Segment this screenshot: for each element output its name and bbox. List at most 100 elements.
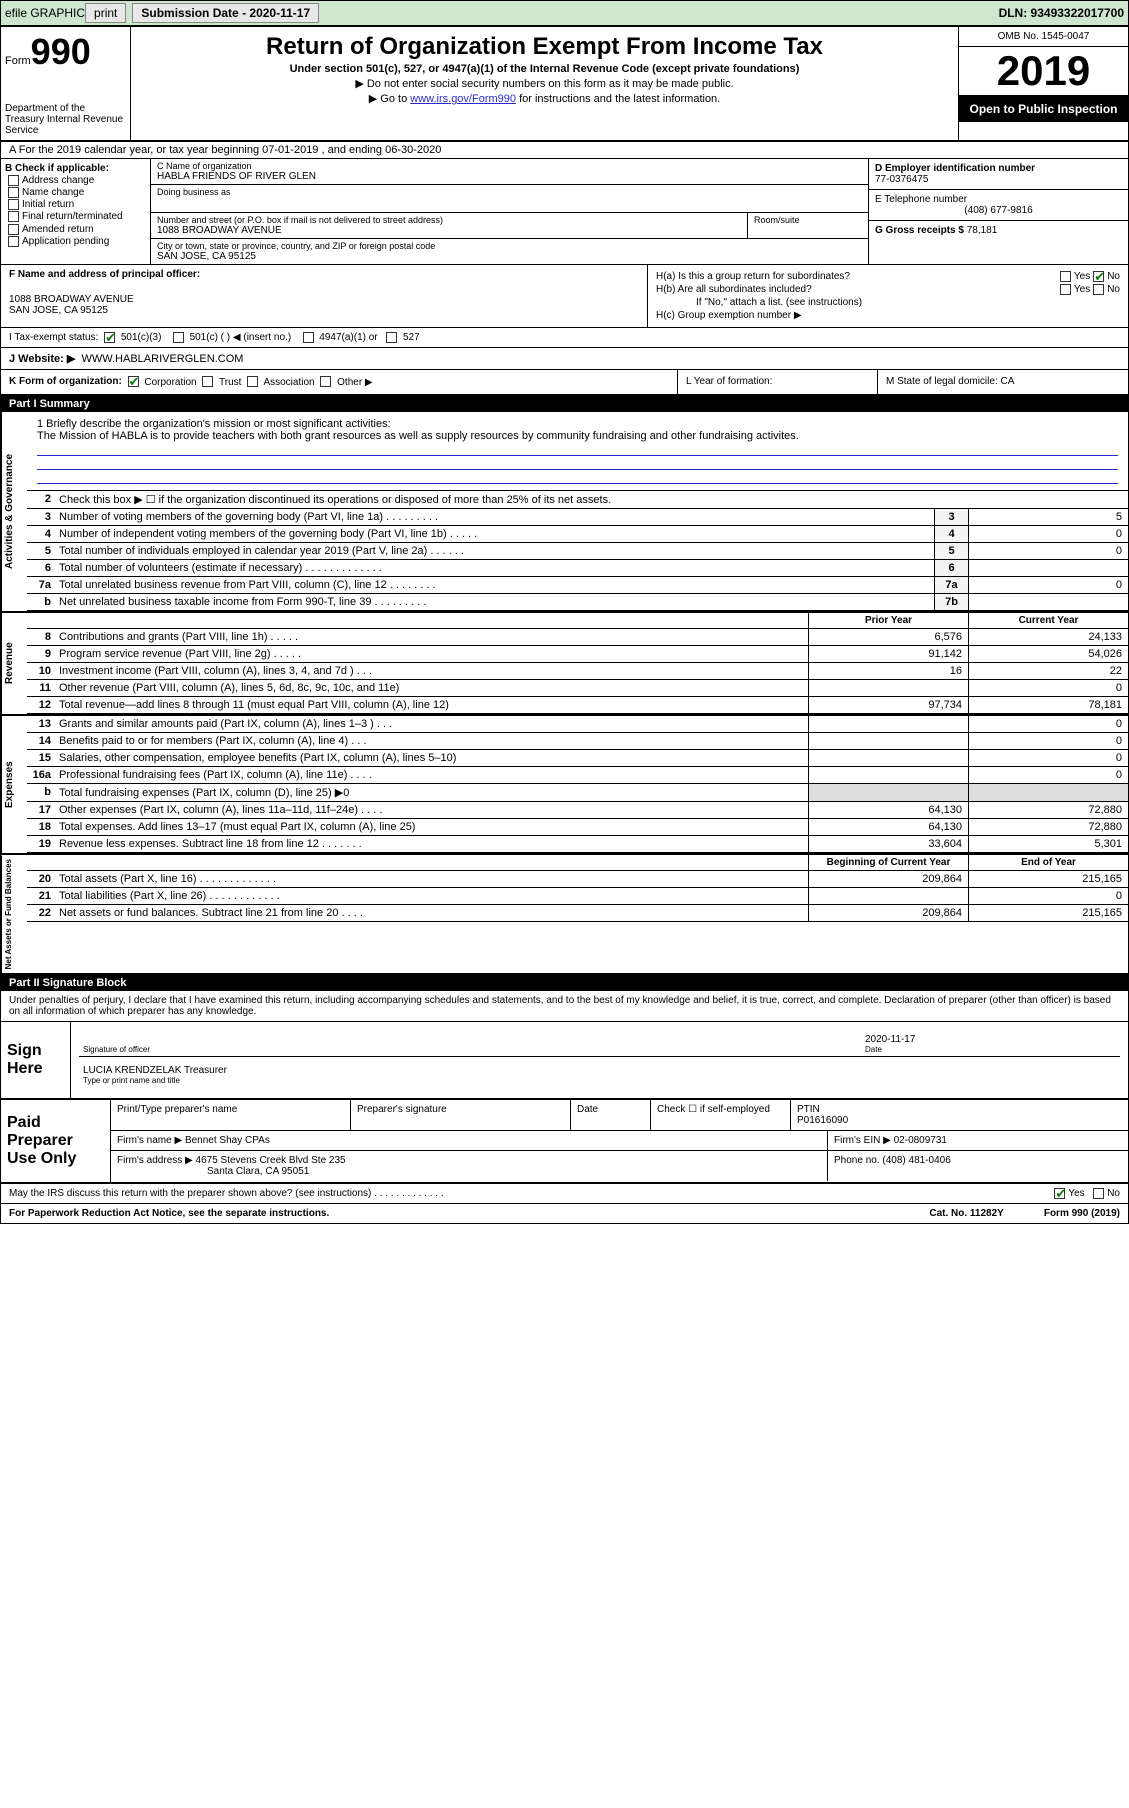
city-value: SAN JOSE, CA 95125 <box>157 251 862 262</box>
firm-phone-lbl: Phone no. <box>834 1155 880 1166</box>
dept-treasury: Department of the Treasury Internal Reve… <box>5 103 126 136</box>
k-label: K Form of organization: <box>9 377 122 388</box>
print-button[interactable]: print <box>85 3 126 23</box>
col-b-checkboxes: B Check if applicable: Address change Na… <box>1 159 151 264</box>
klm-row: K Form of organization: Corporation Trus… <box>1 370 1128 395</box>
cb-4947[interactable]: 4947(a)(1) or <box>300 332 378 343</box>
paid-row3: Firm's address ▶ 4675 Stevens Creek Blvd… <box>111 1151 1128 1181</box>
paid-row1: Print/Type preparer's name Preparer's si… <box>111 1100 1128 1131</box>
sign-here-row: Sign Here Signature of officer 2020-11-1… <box>1 1022 1128 1100</box>
tax-year: 2019 <box>959 47 1128 96</box>
cb-name-change[interactable]: Name change <box>5 187 146 198</box>
firm-phone: (408) 481-0406 <box>882 1155 950 1166</box>
rev-line-9: 9Program service revenue (Part VIII, lin… <box>27 646 1128 663</box>
section-bcde: B Check if applicable: Address change Na… <box>1 159 1128 265</box>
exp-line-15: 15Salaries, other compensation, employee… <box>27 750 1128 767</box>
h-b: H(b) Are all subordinates included? Yes … <box>656 284 1120 295</box>
mission-label: 1 Briefly describe the organization's mi… <box>37 418 1118 430</box>
vert-gov: Activities & Governance <box>1 412 27 611</box>
form-header: Form990 Department of the Treasury Inter… <box>1 27 1128 142</box>
street-box: Number and street (or P.O. box if mail i… <box>151 213 748 238</box>
m-state: M State of legal domicile: CA <box>878 370 1128 393</box>
beg-year-hdr: Beginning of Current Year <box>808 855 968 870</box>
firm-addr1: 4675 Stevens Creek Blvd Ste 235 <box>196 1155 346 1166</box>
part1-header: Part I Summary <box>1 396 1128 412</box>
cb-address-change[interactable]: Address change <box>5 175 146 186</box>
cb-trust[interactable]: Trust <box>199 377 241 388</box>
na-section: Net Assets or Fund Balances Beginning of… <box>1 855 1128 975</box>
cb-final-return[interactable]: Final return/terminated <box>5 211 146 222</box>
form990-link[interactable]: www.irs.gov/Form990 <box>410 93 516 105</box>
firm-addr-cell: Firm's address ▶ 4675 Stevens Creek Blvd… <box>111 1151 828 1181</box>
paid-grid: Print/Type preparer's name Preparer's si… <box>111 1100 1128 1182</box>
self-employed[interactable]: Check ☐ if self-employed <box>651 1100 791 1130</box>
exp-line-18: 18Total expenses. Add lines 13–17 (must … <box>27 819 1128 836</box>
ein-label: D Employer identification number <box>875 163 1122 174</box>
h-a-no[interactable]: No <box>1090 271 1120 282</box>
cb-label: Name change <box>22 187 84 198</box>
paperwork-notice: For Paperwork Reduction Act Notice, see … <box>9 1208 329 1219</box>
gov-line-6: 6Total number of volunteers (estimate if… <box>27 560 1128 577</box>
cb-501c3[interactable]: 501(c)(3) <box>101 332 161 343</box>
prior-year-hdr: Prior Year <box>808 613 968 628</box>
opt-label: Corporation <box>144 377 196 388</box>
form-word: Form <box>5 55 31 67</box>
opt-label: 501(c) ( ) ◀ (insert no.) <box>190 332 292 343</box>
discuss-text: May the IRS discuss this return with the… <box>9 1188 1051 1199</box>
h-b-label: H(b) Are all subordinates included? <box>656 284 1057 295</box>
vert-exp: Expenses <box>1 716 27 853</box>
header-left: Form990 Department of the Treasury Inter… <box>1 27 131 140</box>
topbar: efile GRAPHIC print Submission Date - 20… <box>1 1 1128 27</box>
form-990-page: efile GRAPHIC print Submission Date - 20… <box>0 0 1129 1224</box>
room-suite: Room/suite <box>748 213 868 238</box>
gov-section: Activities & Governance 1 Briefly descri… <box>1 412 1128 613</box>
officer-name-title: LUCIA KRENDZELAK Treasurer <box>83 1065 1116 1076</box>
paid-preparer-row: Paid Preparer Use Only Print/Type prepar… <box>1 1100 1128 1184</box>
na-content: Beginning of Current Year End of Year 20… <box>27 855 1128 973</box>
sig-date: 2020-11-17 <box>865 1034 1116 1045</box>
exp-line-19: 19Revenue less expenses. Subtract line 1… <box>27 836 1128 853</box>
h-b-yes[interactable]: Yes <box>1057 284 1090 295</box>
city-label: City or town, state or province, country… <box>157 241 862 251</box>
cb-label: Final return/terminated <box>22 212 123 223</box>
f-addr2: SAN JOSE, CA 95125 <box>9 305 639 316</box>
firm-ein: 02-0809731 <box>894 1135 947 1146</box>
dba-box: Doing business as <box>151 185 868 213</box>
ptin-value: P01616090 <box>797 1115 848 1126</box>
cb-amended[interactable]: Amended return <box>5 224 146 235</box>
discuss-no[interactable]: No <box>1090 1188 1120 1199</box>
cb-corp[interactable]: Corporation <box>125 377 197 388</box>
line2-desc: Check this box ▶ ☐ if the organization d… <box>55 491 1128 508</box>
phone-value: (408) 677-9816 <box>875 205 1122 216</box>
opt-label: Trust <box>219 377 241 388</box>
omb-number: OMB No. 1545-0047 <box>959 27 1128 47</box>
sig-name-row: LUCIA KRENDZELAK Treasurer Type or print… <box>79 1057 1120 1087</box>
cb-other[interactable]: Other ▶ <box>317 377 372 388</box>
sig-officer-label: Signature of officer <box>83 1045 856 1054</box>
street-row: Number and street (or P.O. box if mail i… <box>151 213 868 239</box>
preparer-date-lbl: Date <box>571 1100 651 1130</box>
city-box: City or town, state or province, country… <box>151 239 868 264</box>
mission-text: The Mission of HABLA is to provide teach… <box>37 430 1118 442</box>
ssn-warning: ▶ Do not enter social security numbers o… <box>137 77 952 90</box>
form-number: Form990 <box>5 31 126 73</box>
h-a-yes[interactable]: Yes <box>1057 271 1090 282</box>
h-b-no[interactable]: No <box>1090 284 1120 295</box>
e-phone: E Telephone number (408) 677-9816 <box>869 190 1128 221</box>
h-section: H(a) Is this a group return for subordin… <box>648 265 1128 327</box>
receipts-label: G Gross receipts $ <box>875 225 964 236</box>
rev-line-8: 8Contributions and grants (Part VIII, li… <box>27 629 1128 646</box>
cb-pending[interactable]: Application pending <box>5 236 146 247</box>
no-label: No <box>1107 1188 1120 1199</box>
discuss-yes[interactable]: Yes <box>1051 1188 1084 1199</box>
d-ein: D Employer identification number 77-0376… <box>869 159 1128 190</box>
cb-initial-return[interactable]: Initial return <box>5 199 146 210</box>
opt-label: 4947(a)(1) or <box>319 332 377 343</box>
col-c-org: C Name of organization HABLA FRIENDS OF … <box>151 159 868 264</box>
cb-527[interactable]: 527 <box>383 332 419 343</box>
firm-name-lbl: Firm's name ▶ <box>117 1135 182 1146</box>
cb-assoc[interactable]: Association <box>244 377 314 388</box>
form-title: Return of Organization Exempt From Incom… <box>137 33 952 61</box>
exp-line-16a: 16aProfessional fundraising fees (Part I… <box>27 767 1128 784</box>
cb-501c[interactable]: 501(c) ( ) ◀ (insert no.) <box>170 332 291 343</box>
